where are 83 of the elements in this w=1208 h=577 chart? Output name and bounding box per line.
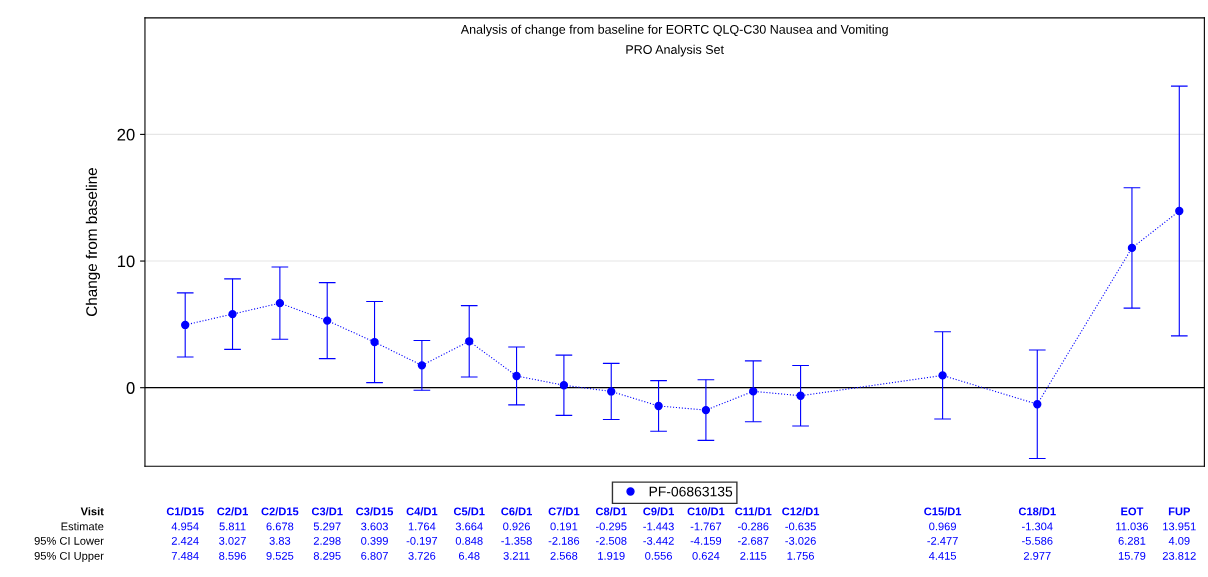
y-tick-label: 10 [117, 255, 135, 268]
text: 1.919 [598, 551, 625, 560]
text: -3.442 [643, 536, 674, 545]
text: 3.83 [269, 536, 291, 545]
x-tick-label: C10/D1 [687, 507, 725, 516]
text: 6.807 [361, 551, 388, 560]
x-tick-label: C1/D15 [166, 507, 204, 516]
x-tick-label: C2/D15 [261, 507, 299, 516]
y-axis-title: Change from baseline [85, 167, 101, 317]
x-tick-label: C6/D1 [501, 507, 532, 516]
text: -2.687 [737, 536, 769, 545]
data-label: -0.295 [595, 522, 627, 531]
text: -2.477 [927, 536, 958, 545]
x-tick-label: C8/D1 [595, 507, 627, 516]
text: -0.197 [406, 536, 438, 545]
text: 15.79 [1118, 551, 1146, 560]
y-tick-label: 20 [117, 128, 135, 141]
data-label: 5.811 [219, 522, 246, 531]
text: 2.424 [171, 536, 199, 545]
text: 6.281 [1118, 536, 1146, 545]
text: 2.568 [550, 551, 578, 560]
text: PRO Analysis Set [626, 44, 724, 57]
x-tick-label: C2/D1 [217, 507, 248, 516]
x-tick-label: C3/D1 [311, 507, 343, 516]
text: 3.211 [503, 551, 530, 560]
text: -2.508 [595, 536, 627, 545]
text: 4.09 [1168, 536, 1190, 545]
x-tick-label: C9/D1 [643, 507, 675, 516]
text: -2.186 [548, 536, 580, 545]
data-label: -1.767 [690, 522, 722, 531]
x-tick-label: C12/D1 [782, 507, 820, 516]
text: 0.399 [361, 536, 388, 545]
data-label: 6.678 [266, 522, 294, 531]
text: 95% CI Lower [34, 536, 104, 545]
data-label: 0.191 [550, 522, 578, 531]
data-label: 0.926 [503, 522, 530, 531]
text: -3.026 [785, 536, 816, 545]
text: 8.596 [219, 551, 246, 560]
text: 3.726 [408, 551, 436, 560]
text: 4.415 [928, 552, 957, 560]
data-label: 3.603 [361, 522, 388, 531]
text: -4.159 [690, 536, 722, 545]
legend-label: PF-06863135 [649, 486, 733, 497]
x-tick-label: C15/D1 [924, 507, 962, 516]
text: 2.977 [1023, 551, 1051, 560]
x-tick-label: C7/D1 [548, 507, 580, 516]
text: 95% CI Upper [34, 551, 104, 562]
text: Visit [80, 507, 104, 516]
text: 0.624 [692, 551, 720, 560]
text: 8.295 [313, 551, 341, 560]
text: 9.525 [266, 551, 294, 560]
x-tick-label: C4/D1 [406, 507, 438, 516]
text: Analysis of change from baseline for EORTC QLQ-C30 Nausea and Vomiting [460, 24, 888, 37]
data-label: 13.951 [1163, 522, 1196, 531]
text: 2.115 [740, 551, 767, 560]
text: -1.358 [501, 536, 532, 545]
text: 7.484 [171, 551, 199, 560]
x-tick-label: EOT [1121, 507, 1144, 516]
text: Estimate [61, 522, 104, 531]
data-label: 11.036 [1116, 522, 1149, 531]
text: 6.48 [458, 551, 480, 560]
text: 3.027 [219, 536, 246, 545]
x-tick-label: C18/D1 [1018, 507, 1056, 516]
text: 23.812 [1162, 551, 1196, 560]
x-tick-label: FUP [1168, 507, 1191, 516]
text: 2.298 [313, 536, 341, 545]
data-label: 5.297 [313, 522, 341, 531]
data-label: 0.969 [929, 522, 956, 531]
y-tick-label: 0 [126, 382, 135, 394]
text: -5.586 [1022, 536, 1053, 545]
x-tick-label: C5/D1 [453, 507, 485, 516]
x-tick-label: C3/D15 [356, 507, 394, 516]
text: 0.848 [455, 536, 483, 545]
data-label: -1.443 [643, 522, 674, 531]
data-label: 1.764 [408, 522, 436, 531]
data-label: -0.635 [785, 522, 816, 531]
x-tick-label: C11/D1 [735, 507, 772, 516]
data-label: -0.286 [737, 522, 769, 531]
text: 0.556 [645, 551, 672, 560]
data-label: 3.664 [455, 522, 483, 531]
data-label: -1.304 [1022, 522, 1053, 531]
data-label: 4.954 [171, 522, 199, 531]
text: 1.756 [787, 551, 814, 560]
